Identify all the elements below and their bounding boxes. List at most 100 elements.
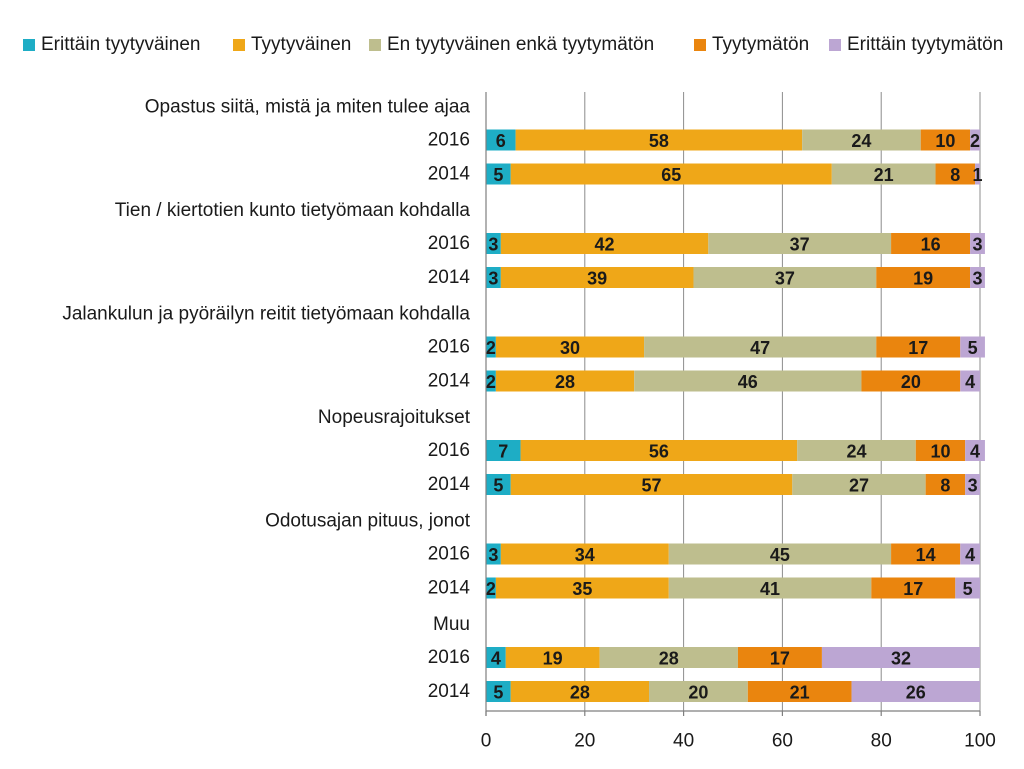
bar-segment (876, 336, 961, 358)
value-label: 27 (849, 476, 869, 496)
legend-item-tyytymaton: Tyytymätön (694, 34, 809, 56)
legend-label-erittain-tyytymaton: Erittäin tyytymätön (847, 34, 1004, 55)
legend-label-erittain-tyytyvainen: Erittäin tyytyväinen (41, 34, 201, 55)
bar-segment (599, 647, 738, 668)
bar-segment (486, 336, 496, 358)
value-label: 14 (916, 545, 936, 565)
value-label: 45 (770, 545, 790, 565)
value-label: 10 (930, 442, 950, 462)
value-label: 35 (572, 579, 592, 599)
category-label-opastus-siita-mista-ja-miten-tulee-ajaa: Opastus siitä, mistä ja miten tulee ajaa (145, 97, 471, 118)
year-label: 2014 (428, 371, 471, 392)
bar-segment (891, 543, 961, 565)
bar-segment (486, 647, 506, 668)
value-label: 47 (750, 338, 770, 358)
bar-segment (797, 440, 916, 461)
x-tick-label-100: 100 (964, 731, 996, 752)
bar-segment (486, 370, 496, 392)
value-label: 5 (493, 683, 503, 703)
bar-segment (925, 474, 966, 495)
year-label: 2014 (428, 164, 471, 185)
value-label: 24 (846, 442, 866, 462)
value-label: 17 (903, 579, 923, 599)
bar-segment (960, 336, 985, 358)
category-label-jalankulun-ja-pyorailyn-reitit-tietyomaan-kohdalla: Jalankulun ja pyöräilyn reitit tietyömaa… (62, 304, 470, 325)
bar-segment (486, 577, 496, 599)
value-label: 5 (493, 476, 503, 496)
value-label: 41 (760, 579, 780, 599)
category-label-odotusajan-pituus-jonot: Odotusajan pituus, jonot (265, 511, 471, 532)
value-label: 19 (543, 649, 563, 669)
bar-segment (792, 474, 926, 495)
bar-segment (486, 440, 521, 461)
value-label: 2 (486, 372, 496, 392)
value-label: 17 (908, 338, 928, 358)
bar-segment (970, 233, 985, 254)
bar-segment (510, 474, 793, 495)
x-tick-label-20: 20 (574, 731, 595, 752)
bar-segment (861, 370, 961, 392)
value-label: 4 (491, 649, 501, 669)
bar-segment (500, 267, 694, 288)
value-label: 26 (906, 683, 926, 703)
value-label: 16 (921, 235, 941, 255)
value-label: 24 (851, 131, 871, 151)
year-label: 2016 (428, 647, 470, 668)
bar-segment (486, 129, 516, 151)
value-label: 37 (790, 235, 810, 255)
bar-segment (955, 577, 980, 599)
bar-segment (510, 163, 832, 185)
bar-segment (486, 233, 501, 254)
bar-segment (495, 336, 645, 358)
value-label: 65 (661, 165, 681, 185)
bar-segment (644, 336, 877, 358)
value-label: 28 (570, 683, 590, 703)
bar-segment (871, 577, 956, 599)
value-label: 20 (688, 683, 708, 703)
bar-segment (486, 681, 511, 702)
legend-label-neutral: En tyytyväinen enkä tyytymätön (387, 34, 655, 55)
value-label: 58 (649, 131, 669, 151)
value-label: 32 (891, 649, 911, 669)
value-label: 2 (486, 338, 496, 358)
bar-segment (486, 163, 511, 185)
legend-item-erittain-tyytymaton: Erittäin tyytymätön (829, 34, 1003, 56)
bar-segment (851, 681, 980, 702)
bar-segment (970, 267, 985, 288)
year-label: 2014 (428, 474, 471, 495)
bar-segment (634, 370, 862, 392)
value-label: 19 (913, 269, 933, 289)
bar-segment (802, 129, 921, 151)
bar-segment (510, 681, 650, 702)
category-label-muu: Muu (433, 614, 470, 635)
chart-legend: Erittäin tyytyväinen Tyytyväinen En tyyt… (0, 34, 1024, 62)
legend-swatch-tyytyvainen (233, 39, 245, 51)
category-label-nopeusrajoitukset: Nopeusrajoitukset (318, 407, 471, 428)
value-label: 30 (560, 338, 580, 358)
bar-segment (500, 233, 709, 254)
bar-segment (891, 233, 971, 254)
bar-segment (486, 267, 501, 288)
bar-segment (970, 129, 980, 151)
bar-segment (505, 647, 600, 668)
bar-segment (668, 543, 892, 565)
value-label: 1 (973, 165, 983, 185)
year-label: 2016 (428, 233, 470, 254)
value-label: 57 (641, 476, 661, 496)
year-label: 2016 (428, 337, 470, 358)
legend-item-neutral: En tyytyväinen enkä tyytymätön (369, 34, 654, 56)
value-label: 17 (770, 649, 790, 669)
legend-swatch-tyytymaton (694, 39, 706, 51)
x-tick-label-0: 0 (481, 731, 492, 752)
bar-segment (935, 163, 976, 185)
year-label: 2016 (428, 544, 470, 565)
value-label: 21 (874, 165, 894, 185)
bar-segment (915, 440, 966, 461)
legend-swatch-neutral (369, 39, 381, 51)
value-label: 34 (575, 545, 595, 565)
value-label: 5 (968, 338, 978, 358)
value-label: 7 (498, 442, 508, 462)
bar-segment (520, 440, 798, 461)
year-label: 2016 (428, 130, 470, 151)
